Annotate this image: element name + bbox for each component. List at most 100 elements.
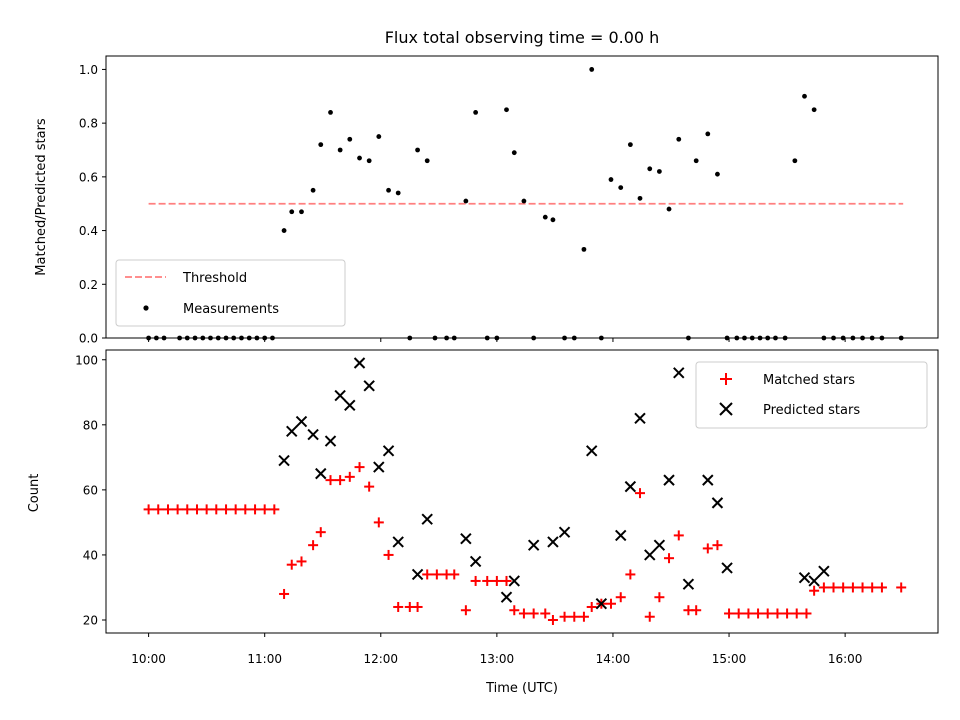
matched-star-point xyxy=(762,608,773,619)
predicted-star-point xyxy=(673,367,685,379)
matched-star-point xyxy=(315,527,326,538)
top-legend-box xyxy=(115,259,346,327)
top-x-axis-ticks xyxy=(148,338,846,342)
matched-star-point xyxy=(449,569,460,580)
matched-star-point xyxy=(559,611,570,622)
top-axes-frame xyxy=(105,55,939,339)
matched-star-point xyxy=(838,582,849,593)
matched-star-point xyxy=(182,504,193,515)
top-y-tick-label: 0.0 xyxy=(79,332,98,346)
matched-star-point xyxy=(373,517,384,528)
matched-star-point xyxy=(791,608,802,619)
top-y-tick-label: 0.4 xyxy=(79,224,98,238)
top-y-axis: 0.0 0.2 0.4 0.6 0.8 1.0 xyxy=(79,63,106,346)
matched-star-point xyxy=(801,608,812,619)
matched-star-point xyxy=(172,504,183,515)
predicted-star-point xyxy=(295,415,308,428)
matched-star-point xyxy=(201,504,212,515)
legend-measurements-label: Measurements xyxy=(183,302,279,317)
predicted-star-point xyxy=(392,536,404,548)
matched-star-point xyxy=(296,556,307,567)
matched-star-point xyxy=(383,549,394,560)
measurement-point xyxy=(281,228,287,233)
top-y-axis-label: Matched/Predicted stars xyxy=(34,118,49,276)
bottom-y-tick-label: 60 xyxy=(83,483,98,497)
measurement-point xyxy=(811,107,817,113)
matched-star-point xyxy=(491,575,502,586)
matched-star-point xyxy=(818,582,829,593)
legend-matched-label: Matched stars xyxy=(763,373,855,388)
predicted-star-point xyxy=(586,445,598,457)
matched-star-point xyxy=(393,601,404,612)
x-tick-label: 10:00 xyxy=(131,652,166,666)
measurement-point xyxy=(424,158,430,164)
matched-star-point xyxy=(518,608,529,619)
matched-star-point xyxy=(192,504,203,515)
x-tick-label: 12:00 xyxy=(363,652,398,666)
matched-star-point xyxy=(422,569,433,580)
matched-star-point xyxy=(308,540,319,551)
matched-star-point xyxy=(528,608,539,619)
matched-star-point xyxy=(325,475,336,486)
predicted-star-point xyxy=(421,513,433,525)
predicted-star-point xyxy=(711,497,724,509)
matched-star-point xyxy=(286,559,297,570)
matched-star-point xyxy=(644,611,655,622)
predicted-star-point xyxy=(595,598,608,610)
top-y-tick-label: 0.6 xyxy=(79,170,98,184)
predicted-star-point xyxy=(363,380,375,392)
matched-star-point xyxy=(354,462,365,473)
bottom-y-tick-label: 40 xyxy=(83,548,98,562)
matched-star-point xyxy=(460,605,471,616)
x-tick-label: 15:00 xyxy=(712,652,747,666)
matched-star-point xyxy=(230,504,241,515)
matched-star-point xyxy=(782,608,793,619)
measurement-point xyxy=(627,142,633,148)
measurement-point xyxy=(415,147,420,153)
matched-star-point xyxy=(857,582,868,593)
matched-star-point xyxy=(578,611,589,622)
matched-star-point xyxy=(412,601,423,612)
x-tick-label: 16:00 xyxy=(828,652,863,666)
matched-star-point xyxy=(240,504,251,515)
predicted-star-point xyxy=(353,357,366,369)
measurement-point xyxy=(608,177,614,182)
bottom-y-axis-label: Count xyxy=(27,474,42,513)
matched-star-point xyxy=(259,504,270,515)
matched-star-point xyxy=(482,575,493,586)
matched-star-point xyxy=(221,504,232,515)
matched-star-point xyxy=(547,614,558,625)
matched-star-point xyxy=(162,504,173,515)
predicted-star-point xyxy=(615,529,627,542)
legend-measurements-swatch xyxy=(143,305,149,311)
measurement-point xyxy=(289,209,295,215)
predicted-star-point xyxy=(411,568,424,581)
matched-star-point xyxy=(431,569,442,580)
bottom-legend: Matched stars Predicted stars xyxy=(695,361,928,429)
ratio-plot-area xyxy=(146,67,904,341)
predicted-star-point xyxy=(547,536,559,548)
measurement-point xyxy=(637,195,643,201)
measurement-point xyxy=(386,187,391,193)
predicted-star-point xyxy=(818,565,830,577)
predicted-star-point xyxy=(344,399,356,412)
matched-star-point xyxy=(501,575,512,586)
matched-star-point xyxy=(344,471,355,482)
matched-star-point xyxy=(691,605,702,616)
measurement-point xyxy=(337,147,343,153)
predicted-star-point xyxy=(663,474,675,486)
measurement-point xyxy=(676,136,682,142)
top-y-tick-label: 1.0 xyxy=(79,63,98,77)
measurement-point xyxy=(693,158,699,164)
legend-threshold-label: Threshold xyxy=(182,271,247,286)
measurement-point xyxy=(715,171,720,177)
matched-star-point xyxy=(876,582,887,593)
bottom-y-tick-label: 80 xyxy=(83,418,98,432)
matched-star-point xyxy=(470,575,481,586)
measurement-point xyxy=(511,150,517,156)
measurement-point xyxy=(656,169,662,174)
matched-star-point xyxy=(279,588,290,599)
predicted-star-point xyxy=(682,578,695,590)
